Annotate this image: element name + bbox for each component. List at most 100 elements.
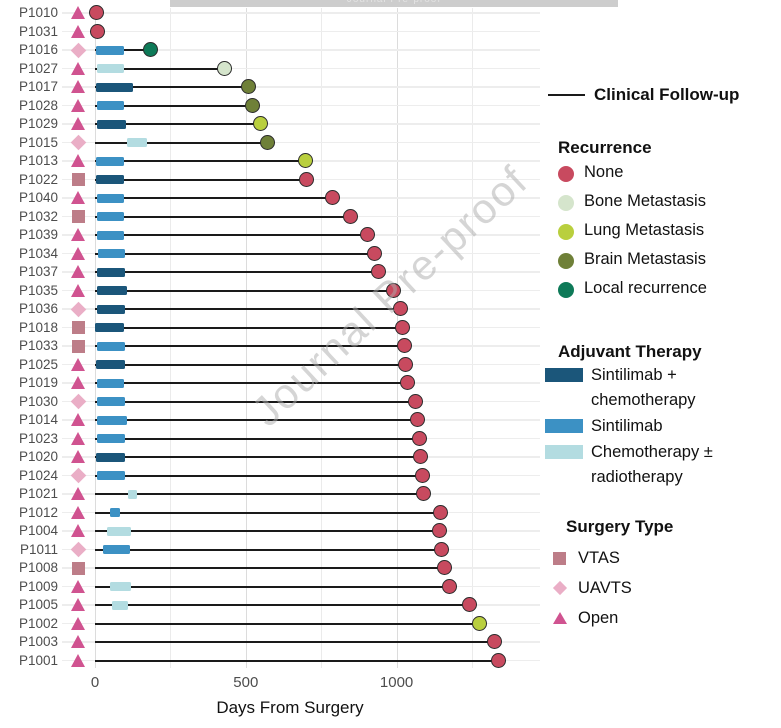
- patient-label: P1011: [19, 541, 58, 557]
- recurrence-marker: [343, 208, 359, 224]
- patient-label: P1023: [18, 430, 58, 446]
- therapy-bar: [110, 508, 121, 517]
- recurrence-marker: [414, 467, 430, 483]
- patient-label: P1012: [18, 504, 58, 520]
- followup-line: [95, 622, 480, 625]
- recurrence-marker: [412, 449, 428, 464]
- followup-line: [95, 178, 307, 181]
- surgery-marker-open-triangle-icon: [71, 246, 86, 260]
- followup-line: [95, 141, 269, 144]
- followup-line: [95, 530, 441, 532]
- followup-line: [95, 419, 418, 421]
- surgery-marker-open-triangle-icon: [71, 191, 86, 204]
- recurrence-marker: [409, 412, 425, 427]
- recurrence-marker: [260, 134, 276, 150]
- legend-item: Local recurrence: [558, 279, 707, 308]
- legend-item: Sintilimab + chemotherapy: [545, 363, 726, 413]
- recurrence-marker: [386, 282, 402, 298]
- therapy-bar: [96, 119, 127, 129]
- recurrence-marker: [216, 60, 232, 76]
- patient-label: P1013: [18, 153, 58, 168]
- patient-label: P1029: [18, 116, 58, 131]
- recurrence-marker: [462, 597, 478, 612]
- recurrence-marker: [240, 79, 256, 94]
- therapy-bar: [97, 415, 127, 425]
- patient-label: P1034: [18, 245, 58, 261]
- followup-legend-label: Clinical Follow-up: [594, 85, 740, 104]
- therapy-bar: [96, 101, 124, 110]
- patient-label: P1036: [18, 301, 58, 316]
- patient-label: P1027: [18, 60, 58, 76]
- therapy-bar: [97, 193, 125, 203]
- legend-item-label: Bone Metastasis: [584, 192, 706, 210]
- patient-label: P1039: [18, 227, 58, 242]
- surgery-marker-open-triangle-icon: [71, 80, 86, 93]
- patient-label: P1020: [18, 449, 58, 464]
- recurrence-marker: [325, 190, 341, 205]
- patient-label: P1004: [18, 523, 58, 538]
- therapy-bar: [95, 45, 125, 55]
- recurrence-marker: [394, 319, 410, 335]
- patient-label: P1025: [18, 356, 58, 372]
- surgery-marker-open-triangle-icon: [71, 616, 86, 630]
- legend-item-label: Chemotherapy ± radiotherapy: [591, 443, 713, 486]
- surgery-marker-uavts-diamond-icon: [70, 541, 87, 558]
- followup-line: [95, 511, 442, 514]
- followup-line-swatch: [548, 94, 585, 96]
- legend-item-label: Open: [578, 608, 619, 627]
- recurrence-marker: [359, 227, 375, 242]
- therapy-bar: [102, 545, 130, 554]
- therapy-bar: [97, 397, 126, 406]
- surgery-marker-uavts-diamond-icon: [70, 134, 87, 151]
- legend-item: Lung Metastasis: [558, 221, 707, 250]
- legend-item-label: Sintilimab + chemotherapy: [591, 366, 696, 409]
- surgery-marker-vtas-square-icon: [71, 173, 85, 186]
- recurrence-marker: [142, 42, 158, 57]
- therapy-bar: [96, 230, 125, 240]
- therapy-bar: [95, 360, 126, 369]
- x-axis-title: Days From Surgery: [216, 698, 364, 717]
- recurrence-marker: [245, 97, 261, 113]
- recurrence-marker: [366, 245, 382, 261]
- surgery-marker-open-triangle-icon: [71, 61, 86, 75]
- therapy-bar: [107, 526, 132, 536]
- followup-line: [95, 363, 407, 366]
- followup-line: [95, 567, 446, 569]
- followup-line: [95, 659, 500, 662]
- patient-label: P1008: [18, 560, 58, 575]
- surgery-open-triangle-icon: [553, 612, 567, 624]
- recurrence-marker: [471, 615, 487, 631]
- row-gridline: [62, 67, 540, 70]
- vertical-gridline: [472, 8, 473, 668]
- recurrence-marker: [411, 430, 427, 446]
- recurrence-marker: [399, 375, 415, 390]
- surgery-legend: VTAS UAVTS Open: [552, 543, 632, 633]
- row-gridline: [62, 123, 540, 125]
- therapy-bar: [95, 175, 124, 184]
- surgery-marker-uavts-diamond-icon: [70, 467, 87, 484]
- followup-line: [95, 641, 496, 643]
- recurrence-legend-title: Recurrence: [558, 138, 652, 157]
- legend-item: Brain Metastasis: [558, 250, 707, 279]
- patient-label: P1003: [18, 634, 58, 649]
- therapy-bar: [111, 600, 129, 610]
- surgery-legend-title: Surgery Type: [566, 517, 674, 536]
- recurrence-marker: [298, 153, 314, 168]
- followup-line: [95, 474, 423, 477]
- recurrence-swatch-icon: [558, 195, 574, 211]
- therapy-swatch-icon: [545, 419, 583, 433]
- recurrence-marker: [434, 541, 450, 557]
- patient-label: P1017: [18, 79, 58, 94]
- legend-item-label: Lung Metastasis: [584, 221, 705, 239]
- patient-label: P1037: [18, 264, 58, 279]
- recurrence-marker: [433, 504, 449, 520]
- therapy-bar: [96, 304, 126, 314]
- legend-item: Chemotherapy ± radiotherapy: [545, 440, 726, 490]
- followup-line: [95, 160, 307, 162]
- therapy-bar: [126, 138, 147, 147]
- patient-label: P1002: [18, 615, 58, 631]
- therapy-bar: [97, 341, 126, 351]
- followup-line: [95, 493, 425, 495]
- patient-label: P1019: [18, 375, 58, 390]
